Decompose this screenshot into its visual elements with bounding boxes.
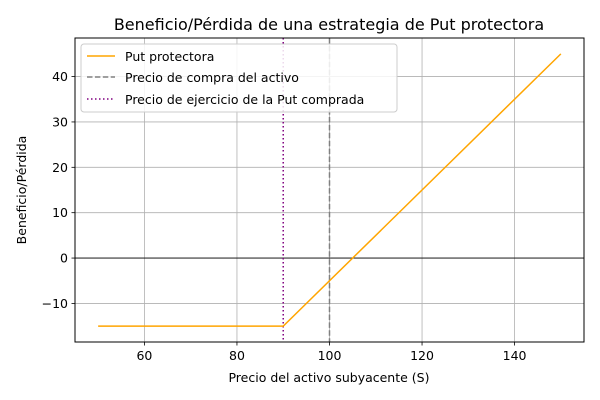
legend: Put protectora Precio de compra del acti…	[80, 43, 398, 113]
legend-label-precio-ejercicio: Precio de ejercicio de la Put comprada	[125, 92, 364, 107]
chart-title: Beneficio/Pérdida de una estrategia de P…	[114, 15, 544, 34]
y-tick-label: 30	[52, 114, 68, 129]
y-tick-label: −10	[42, 296, 68, 311]
series-line-put-protectora	[98, 53, 562, 327]
y-tick-label: 40	[52, 69, 68, 84]
series	[98, 53, 562, 327]
x-tick-label: 120	[410, 348, 434, 363]
y-tick-label: 20	[52, 160, 68, 175]
x-tick-label: 100	[318, 348, 342, 363]
x-tick-label: 80	[229, 348, 245, 363]
x-tick-label: 140	[503, 348, 527, 363]
legend-label-precio-compra: Precio de compra del activo	[125, 70, 299, 85]
y-tick-label: 10	[52, 205, 68, 220]
legend-label-put-protectora: Put protectora	[125, 49, 214, 64]
axis-ticks: 60 80 100 120 140 −10 0 10 20 30 40	[42, 69, 527, 363]
legend-box	[80, 43, 398, 113]
y-axis-label: Beneficio/Pérdida	[14, 136, 29, 245]
x-tick-label: 60	[136, 348, 152, 363]
x-axis-label: Precio del activo subyacente (S)	[228, 370, 429, 385]
y-tick-label: 0	[60, 251, 68, 266]
